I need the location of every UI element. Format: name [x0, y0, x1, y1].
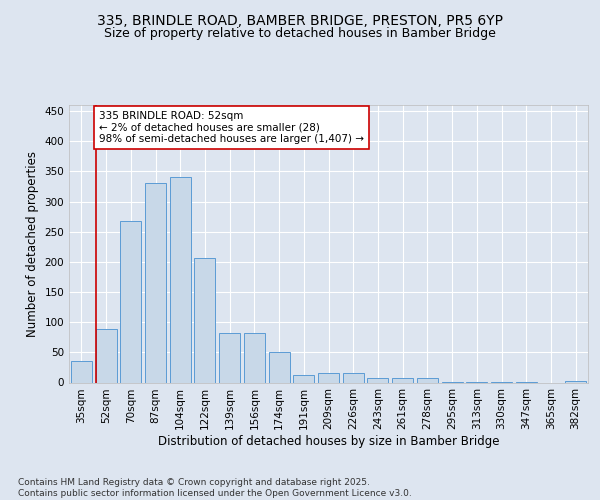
Text: 335, BRINDLE ROAD, BAMBER BRIDGE, PRESTON, PR5 6YP: 335, BRINDLE ROAD, BAMBER BRIDGE, PRESTO… — [97, 14, 503, 28]
Bar — [417, 378, 438, 382]
Bar — [343, 374, 364, 382]
Bar — [120, 221, 141, 382]
Y-axis label: Number of detached properties: Number of detached properties — [26, 151, 39, 337]
Bar — [392, 378, 413, 382]
Bar — [269, 352, 290, 382]
Bar — [219, 333, 240, 382]
Bar — [367, 378, 388, 382]
Bar — [170, 178, 191, 382]
X-axis label: Distribution of detached houses by size in Bamber Bridge: Distribution of detached houses by size … — [158, 435, 499, 448]
Text: 335 BRINDLE ROAD: 52sqm
← 2% of detached houses are smaller (28)
98% of semi-det: 335 BRINDLE ROAD: 52sqm ← 2% of detached… — [99, 111, 364, 144]
Bar — [293, 376, 314, 382]
Bar — [95, 330, 116, 382]
Bar — [194, 258, 215, 382]
Bar — [318, 374, 339, 382]
Text: Size of property relative to detached houses in Bamber Bridge: Size of property relative to detached ho… — [104, 28, 496, 40]
Bar — [244, 333, 265, 382]
Bar — [145, 184, 166, 382]
Bar — [71, 362, 92, 382]
Text: Contains HM Land Registry data © Crown copyright and database right 2025.
Contai: Contains HM Land Registry data © Crown c… — [18, 478, 412, 498]
